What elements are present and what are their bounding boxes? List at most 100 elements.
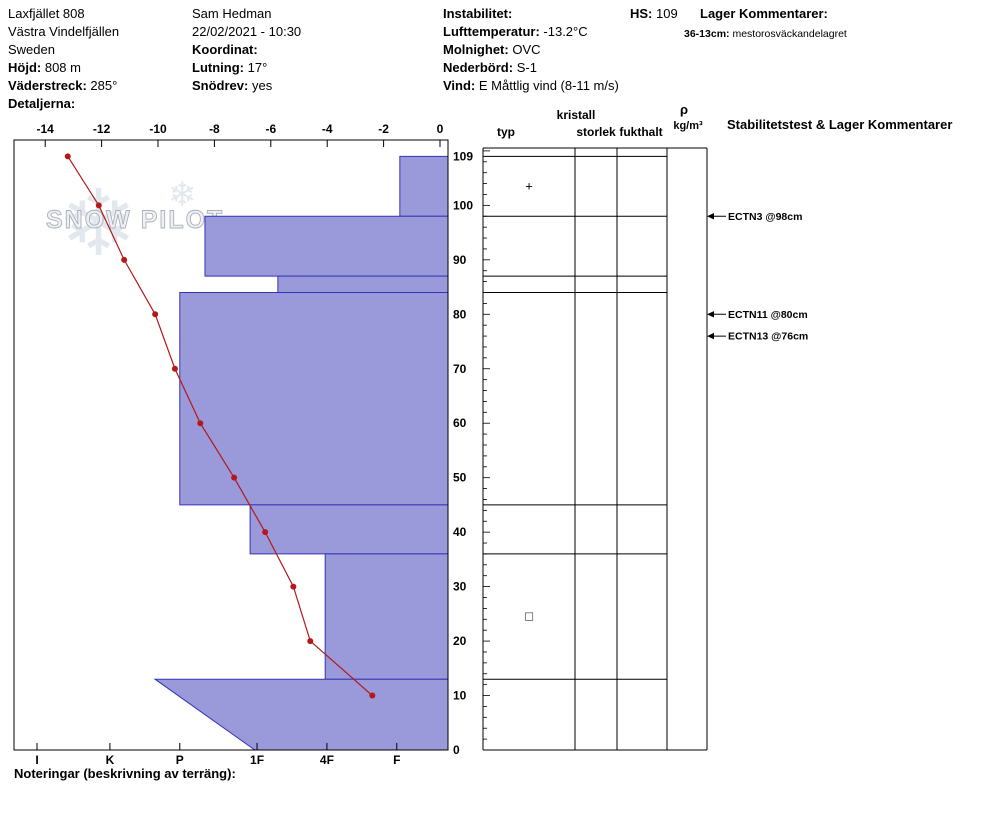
hardness-label: I xyxy=(35,753,38,767)
hardness-label: P xyxy=(176,753,184,767)
depth-label: 109 xyxy=(453,149,473,163)
depth-label: 60 xyxy=(453,416,467,430)
layer-comments-title: Lager Kommentarer: xyxy=(700,6,828,21)
elevation-label: Höjd: xyxy=(8,60,42,75)
column-header-crystal: kristall xyxy=(556,108,596,122)
temperature-point xyxy=(290,583,297,590)
stability-test-arrowhead xyxy=(707,332,714,340)
elevation-value: 808 m xyxy=(44,60,81,75)
watermark-snowflake-small-icon: ❄ xyxy=(168,176,197,214)
depth-label: 100 xyxy=(453,198,473,212)
sky-row: Molnighet: OVC xyxy=(443,41,619,59)
column-header-grain-type: typ xyxy=(497,125,515,139)
coordinates-row: Koordinat: xyxy=(192,41,301,59)
column-header-stability-tests: Stabilitetstest & Lager Kommentarer xyxy=(727,117,953,132)
details-row: Detaljerna: xyxy=(8,95,119,113)
depth-label: 20 xyxy=(453,634,467,648)
airtemp-row: Lufttemperatur: -13.2°C xyxy=(443,23,619,41)
snow-height-row: HS: 109 xyxy=(630,5,678,23)
temperature-point xyxy=(197,420,204,427)
wind-value: E Måttlig vind (8-11 m/s) xyxy=(478,78,619,93)
temperature-point xyxy=(369,692,376,699)
temp-tick-label: -6 xyxy=(265,122,276,136)
depth-label: 40 xyxy=(453,525,467,539)
aspect-label: Väderstreck: xyxy=(8,78,87,93)
temp-tick-label: -8 xyxy=(209,122,220,136)
precip-value: S-1 xyxy=(516,60,537,75)
sky-label: Molnighet: xyxy=(443,42,509,57)
wind-row: Vind: E Måttlig vind (8-11 m/s) xyxy=(443,77,619,95)
site-region: Västra Vindelfjällen xyxy=(8,24,120,39)
snow-layer xyxy=(179,292,449,506)
temp-tick-label: -14 xyxy=(37,122,55,136)
column-header-grain-size: storlek xyxy=(576,125,616,139)
depth-label: 30 xyxy=(453,580,467,594)
stability-test-label: ECTN3 @98cm xyxy=(728,211,802,223)
hs-value: 109 xyxy=(656,6,678,21)
snow-layer xyxy=(277,275,449,293)
observation-datetime: 22/02/2021 - 10:30 xyxy=(192,24,302,39)
slope-label: Lutning: xyxy=(192,60,244,75)
temperature-point xyxy=(64,153,71,160)
watermark-text: SNOW PILOT xyxy=(46,206,224,234)
layer-comment-item: 36-13cm: mestorosväckandelagret xyxy=(684,28,847,41)
elevation-row: Höjd: 808 m xyxy=(8,59,119,77)
airtemp-value: -13.2°C xyxy=(543,24,588,39)
snow-layer xyxy=(249,504,449,555)
slope-value: 17° xyxy=(247,60,268,75)
chart-frame xyxy=(13,139,449,751)
site-name: Laxfjället 808 xyxy=(8,6,85,21)
airtemp-label: Lufttemperatur: xyxy=(443,24,540,39)
temp-tick-label: -4 xyxy=(322,122,333,136)
slope-row: Lutning: 17° xyxy=(192,59,301,77)
snowdrift-label: Snödrev: xyxy=(192,78,249,93)
precip-row: Nederbörd: S-1 xyxy=(443,59,619,77)
column-header-moisture: fukthalt xyxy=(619,125,663,139)
depth-label: 90 xyxy=(453,253,467,267)
snow-layer xyxy=(204,215,449,277)
snow-layer xyxy=(399,155,449,217)
notes-label: Noteringar (beskrivning av terräng): xyxy=(14,766,236,781)
aspect-row: Väderstreck: 285° xyxy=(8,77,119,95)
aspect-value: 285° xyxy=(90,78,118,93)
column-header-density-unit: kg/m³ xyxy=(673,120,703,132)
observer-info-block: Sam Hedman 22/02/2021 - 10:30 Koordinat:… xyxy=(192,5,301,95)
snowdrift-value: yes xyxy=(251,78,273,93)
details-label: Detaljerna: xyxy=(8,96,76,111)
crystal-symbol-faceted-crystals: □ xyxy=(525,609,533,624)
hardness-label: K xyxy=(106,753,115,767)
layer-comment-text: mestorosväckandelagret xyxy=(732,28,847,40)
precip-label: Nederbörd: xyxy=(443,60,514,75)
snowdrift-row: Snödrev: yes xyxy=(192,77,301,95)
stability-test-label: ECTN11 @80cm xyxy=(728,309,808,321)
temperature-point xyxy=(121,256,128,263)
instability-row: Instabilitet: xyxy=(443,5,619,23)
hardness-label: F xyxy=(393,753,400,767)
coordinates-label: Koordinat: xyxy=(192,42,258,57)
temperature-point xyxy=(152,311,159,318)
stability-test-arrowhead xyxy=(707,311,714,318)
crystal-symbol-precipitation-particles: + xyxy=(525,178,533,193)
sky-value: OVC xyxy=(512,42,541,57)
temperature-point xyxy=(307,638,314,645)
depth-label: 0 xyxy=(453,743,460,757)
temp-tick-label: 0 xyxy=(437,122,444,136)
depth-label: 80 xyxy=(453,307,467,321)
depth-label: 10 xyxy=(453,689,467,703)
column-header-density-symbol: ρ xyxy=(679,102,689,117)
temperature-point xyxy=(171,365,178,372)
temperature-point xyxy=(95,202,102,209)
temperature-point xyxy=(231,474,238,481)
weather-info-block: Instabilitet: Lufttemperatur: -13.2°C Mo… xyxy=(443,5,619,95)
depth-label: 50 xyxy=(453,471,467,485)
temp-tick-label: -10 xyxy=(149,122,167,136)
snow-layer xyxy=(324,553,449,680)
wind-label: Vind: xyxy=(443,78,476,93)
site-info-block: Laxfjället 808 Västra Vindelfjällen Swed… xyxy=(8,5,119,113)
hs-label: HS: xyxy=(630,6,653,21)
instability-label: Instabilitet: xyxy=(443,6,513,21)
site-country: Sweden xyxy=(8,42,55,57)
snow-layer xyxy=(153,678,449,751)
stability-test-label: ECTN13 @76cm xyxy=(728,331,808,343)
